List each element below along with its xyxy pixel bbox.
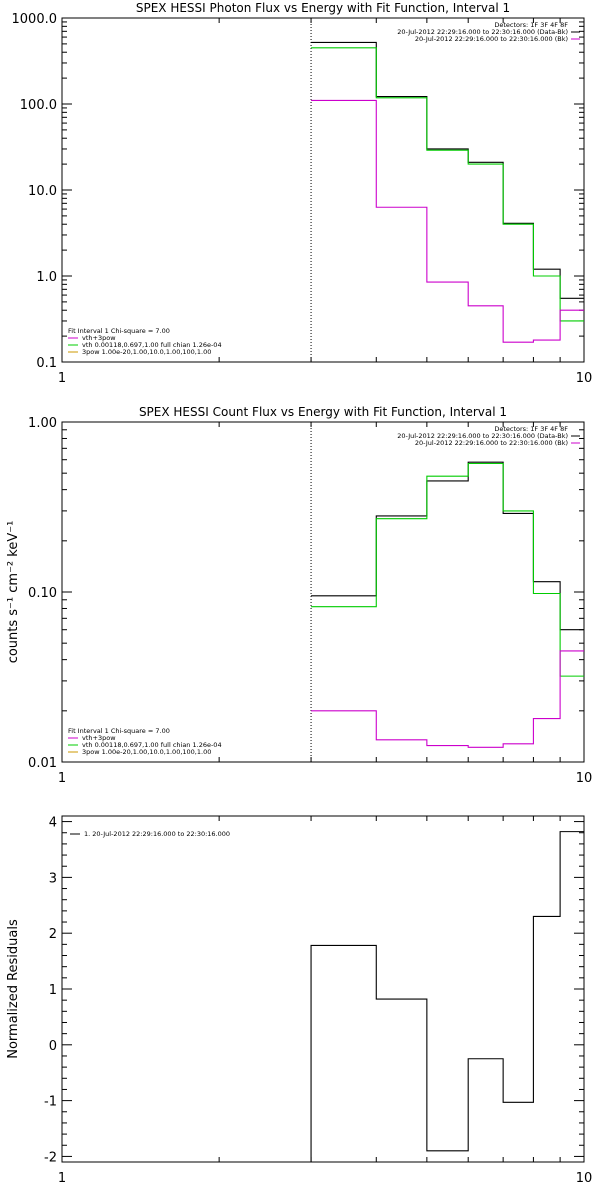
legend-entry: vth+3pow <box>82 734 116 742</box>
x-tick-label: 1 <box>58 771 66 786</box>
y-tick-label: 1.0 <box>36 270 57 285</box>
y-tick-label: 4 <box>49 816 57 831</box>
x-tick-label: 10 <box>576 771 593 786</box>
y-tick-label: 100.0 <box>20 98 57 113</box>
chart-panel-1: SPEX HESSI Photon Flux vs Energy with Fi… <box>12 1 593 386</box>
y-tick-label: 10.0 <box>28 184 57 199</box>
legend-entry: 20-Jul-2012 22:29:16.000 to 22:30:16.000… <box>397 28 568 36</box>
chart-title: SPEX HESSI Count Flux vs Energy with Fit… <box>139 405 507 419</box>
x-axis: 1 10 <box>58 422 592 786</box>
y-tick-label: 0 <box>49 1039 57 1054</box>
legend-entry: 1. 20-Jul-2012 22:29:16.000 to 22:30:16.… <box>84 830 230 838</box>
y-tick-label: 1000.0 <box>12 12 58 27</box>
y-tick-label: -2 <box>44 1150 57 1165</box>
series-line-2 <box>311 462 584 677</box>
legend-top-left: 1. 20-Jul-2012 22:29:16.000 to 22:30:16.… <box>70 830 230 838</box>
y-tick-label: 0.10 <box>28 586 57 601</box>
series-line-3 <box>311 650 584 748</box>
y-tick-label: -1 <box>44 1095 57 1110</box>
legend-entry: 20-Jul-2012 22:29:16.000 to 22:30:16.000… <box>415 439 568 447</box>
legend-entry: vth 0.00118,0.697,1.00 full chian 1.26e-… <box>82 741 222 749</box>
chart-title: SPEX HESSI Photon Flux vs Energy with Fi… <box>136 1 510 15</box>
y-axis-label: Normalized Residuals <box>6 919 21 1059</box>
chart-panel-2: SPEX HESSI Count Flux vs Energy with Fit… <box>6 405 592 786</box>
plot-frame <box>61 815 585 1163</box>
y-tick-label: 0.01 <box>28 756 57 771</box>
y-axis: 1.00 0.10 0.01 <box>28 416 584 771</box>
x-tick-label: 1 <box>58 371 66 386</box>
x-tick-label: 10 <box>576 1171 593 1186</box>
legend-entry: Fit Interval 1 Chi-square = 7.00 <box>68 727 170 735</box>
y-tick-label: 3 <box>49 871 57 886</box>
x-tick-label: 1 <box>58 1171 66 1186</box>
legend-entry: 3pow 1.00e-20,1.00,10.0,1.00,100,1.00 <box>82 348 211 356</box>
legend-entry: 3pow 1.00e-20,1.00,10.0,1.00,100,1.00 <box>82 748 211 756</box>
y-tick-label: 2 <box>49 927 57 942</box>
legend-entry: Detectors: 1F 3F 4F 8F <box>494 425 568 433</box>
series-line-1 <box>310 831 584 1162</box>
x-axis: 1 10 <box>58 816 592 1186</box>
y-tick-label: 1 <box>49 983 57 998</box>
series-line-3 <box>311 99 584 343</box>
series-line-1 <box>311 41 584 299</box>
series-line-1 <box>311 461 584 631</box>
y-axis-label: counts s⁻¹ cm⁻² keV⁻¹ <box>6 521 21 664</box>
legend-entry: 20-Jul-2012 22:29:16.000 to 22:30:16.000… <box>415 35 568 43</box>
y-tick-label: 1.00 <box>28 416 57 431</box>
plot-frame <box>61 17 585 363</box>
legend-bottom-left: Fit Interval 1 Chi-square = 7.00vth+3pow… <box>68 327 222 356</box>
series-line-2 <box>311 47 584 322</box>
legend-bottom-left: Fit Interval 1 Chi-square = 7.00vth+3pow… <box>68 727 222 756</box>
x-tick-label: 10 <box>576 371 593 386</box>
legend-entry: vth 0.00118,0.697,1.00 full chian 1.26e-… <box>82 341 222 349</box>
y-axis: 4 3 2 1 0 -1 -2 <box>44 816 584 1165</box>
y-tick-label: 0.1 <box>36 356 57 371</box>
legend-entry: Detectors: 1F 3F 4F 8F <box>494 21 568 29</box>
legend-entry: Fit Interval 1 Chi-square = 7.00 <box>68 327 170 335</box>
y-axis: 1000.0 100.0 10.0 1.0 0.1 <box>12 12 584 371</box>
legend-entry: vth+3pow <box>82 334 116 342</box>
legend-entry: 20-Jul-2012 22:29:16.000 to 22:30:16.000… <box>397 432 568 440</box>
